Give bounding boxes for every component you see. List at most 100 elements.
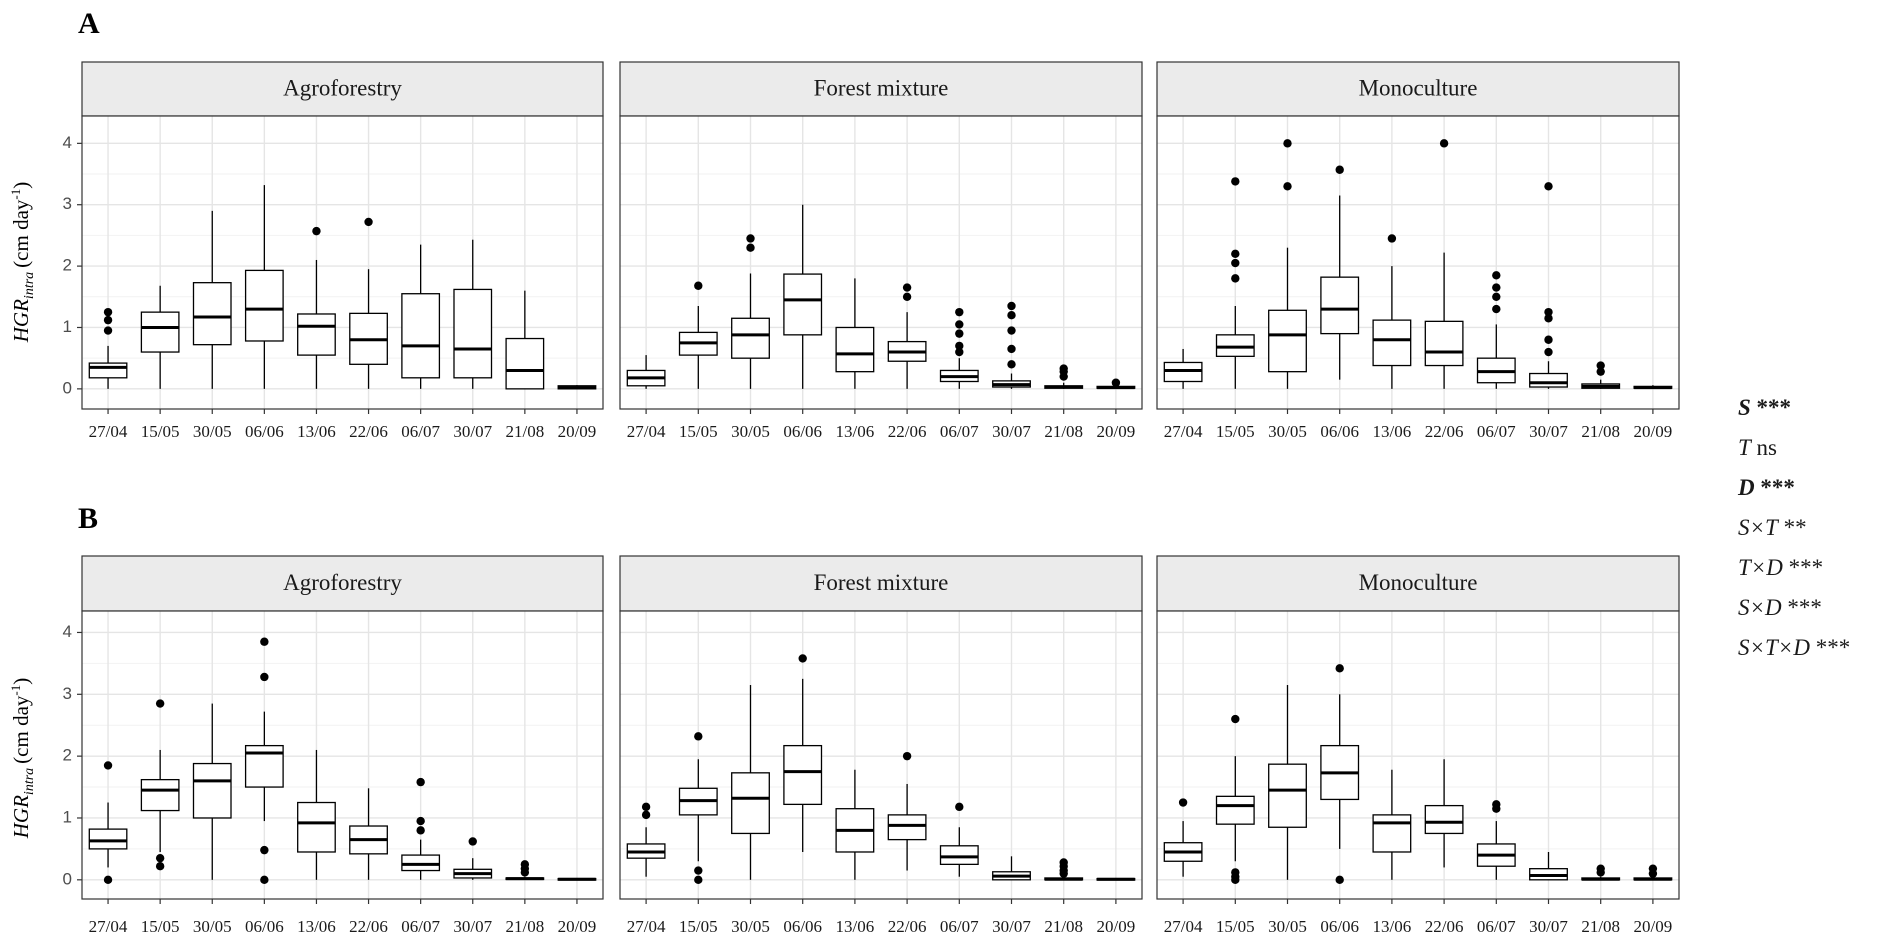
facet-strip <box>1156 555 1680 612</box>
box-iqr <box>731 317 770 359</box>
outlier-point <box>694 866 703 875</box>
outlier-point <box>260 637 269 646</box>
box-30-07 <box>992 856 1031 881</box>
outlier-point <box>694 875 703 885</box>
box-iqr <box>1320 276 1360 335</box>
facet-strip <box>1156 61 1680 117</box>
stats-row: T ns <box>1738 428 1873 468</box>
y-tick-label: 4 <box>63 622 72 641</box>
x-tick-label: 22/06 <box>1425 917 1464 936</box>
y-axis-label: HGRintra (cm day-1) <box>8 182 37 343</box>
x-tick-label: 30/07 <box>453 422 492 441</box>
box-20-09 <box>1633 385 1673 390</box>
y-axis-label-close: ) <box>9 182 33 189</box>
outlier-point <box>1283 182 1292 191</box>
box-iqr <box>453 288 493 379</box>
outlier-point <box>416 816 425 826</box>
stats-term: S×T×D <box>1738 635 1810 660</box>
box-21-08 <box>1581 361 1621 389</box>
y-tick-label: 2 <box>63 746 72 765</box>
box-30-05 <box>731 234 770 389</box>
x-tick-label: 06/07 <box>940 917 979 936</box>
x-tick-label: 22/06 <box>349 917 388 936</box>
outlier-point <box>955 329 964 338</box>
outlier-point <box>1231 249 1240 259</box>
box-13-06 <box>835 278 875 389</box>
stats-term: S×D <box>1738 595 1782 620</box>
x-tick-label: 13/06 <box>297 422 336 441</box>
x-tick-label: 21/08 <box>1581 422 1620 441</box>
outlier-point <box>955 307 964 317</box>
y-tick-label: 3 <box>63 194 72 213</box>
x-tick-label: 30/07 <box>453 917 492 936</box>
chart-panel-B: B HGRintra (cm day-1) 0 1 2 3 4 Agroforestry 27/0… <box>8 502 1680 936</box>
box-20-09 <box>1633 864 1673 881</box>
facet-monoculture: Monoculture 27/04 15/05 30/05 06/06 13/06 22/0… <box>1156 61 1680 441</box>
box-15-05 <box>140 699 180 871</box>
box-30-05 <box>1268 685 1307 880</box>
x-tick-label: 06/06 <box>1320 422 1359 441</box>
box-iqr <box>1529 372 1568 388</box>
box-06-07 <box>1476 271 1516 389</box>
outlier-point <box>155 699 165 708</box>
x-tick-label: 06/06 <box>783 917 822 936</box>
outlier-point <box>1596 361 1605 370</box>
box-06-07 <box>401 777 441 880</box>
x-tick-label: 20/09 <box>1097 917 1136 936</box>
box-30-07 <box>1529 182 1568 389</box>
box-iqr <box>1215 795 1255 825</box>
box-iqr <box>1163 361 1203 383</box>
facet-strip-label: Agroforestry <box>283 570 402 595</box>
box-22-06 <box>887 283 927 389</box>
outlier-point <box>364 217 373 227</box>
box-15-05 <box>1215 714 1255 885</box>
x-tick-label: 21/08 <box>505 917 544 936</box>
x-tick-label: 15/05 <box>1216 422 1255 441</box>
box-iqr <box>835 326 875 373</box>
outlier-point <box>641 810 651 820</box>
outlier-point <box>1492 304 1501 314</box>
outlier-point <box>1231 258 1240 268</box>
box-iqr <box>1215 334 1255 357</box>
outlier-point <box>103 307 113 317</box>
outlier-point <box>1231 177 1240 186</box>
box-06-07 <box>939 802 979 877</box>
facet-strip-label: Forest mixture <box>814 570 949 595</box>
facet-strip <box>619 555 1143 612</box>
x-tick-label: 21/08 <box>1581 917 1620 936</box>
panel-border <box>81 610 604 900</box>
y-tick-label: 1 <box>63 317 72 336</box>
outlier-point <box>103 315 113 325</box>
box-iqr <box>244 269 284 342</box>
x-tick-label: 15/05 <box>1216 917 1255 936</box>
stats-term: D <box>1738 475 1755 500</box>
outlier-point <box>1335 165 1344 174</box>
panel-background <box>620 611 1142 899</box>
x-tick-label: 30/07 <box>1529 422 1568 441</box>
stats-term: T×D <box>1738 555 1783 580</box>
y-tick-label: 3 <box>63 684 72 703</box>
y-tick-label: 4 <box>63 133 72 152</box>
outlier-point <box>1544 182 1553 191</box>
outlier-point <box>902 283 912 292</box>
outlier-point <box>1544 347 1553 357</box>
box-30-07 <box>453 837 493 880</box>
outlier-point <box>1544 335 1553 344</box>
facet-strip <box>81 61 604 117</box>
box-iqr <box>1424 804 1464 835</box>
outlier-point <box>468 837 477 846</box>
stats-significance: *** <box>1787 595 1822 620</box>
x-tick-label: 15/05 <box>679 917 718 936</box>
box-21-08 <box>1044 364 1084 389</box>
box-iqr <box>297 801 336 853</box>
box-20-09 <box>1096 378 1136 390</box>
box-13-06 <box>297 226 336 389</box>
stats-term: T <box>1738 435 1751 460</box>
outlier-point <box>1492 271 1501 280</box>
outlier-point <box>1335 875 1344 885</box>
outlier-point <box>1178 798 1188 807</box>
facet-agroforestry: Agroforestry 27/04 15/05 30/05 06/06 13/06 22/… <box>81 61 604 441</box>
x-tick-label: 06/07 <box>1477 917 1516 936</box>
x-tick-label: 13/06 <box>1373 422 1412 441</box>
